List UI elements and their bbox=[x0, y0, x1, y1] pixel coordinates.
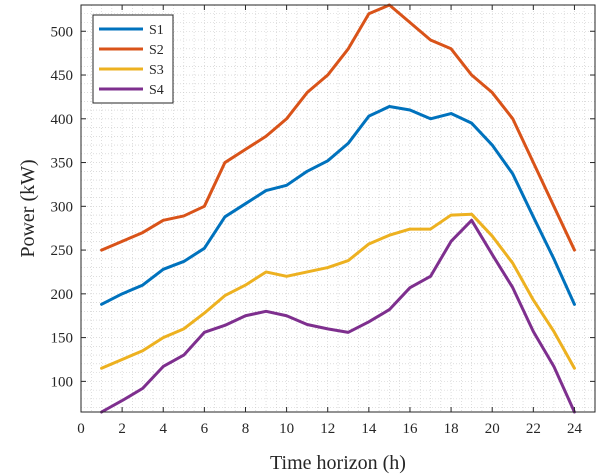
series-line-s3 bbox=[100, 212, 576, 370]
grid bbox=[81, 5, 595, 412]
x-tick-label: 8 bbox=[242, 421, 250, 437]
x-tick-label: 20 bbox=[485, 421, 500, 437]
y-tick-label: 150 bbox=[51, 331, 74, 347]
x-tick-label: 22 bbox=[526, 421, 541, 437]
x-tick-label: 16 bbox=[402, 421, 418, 437]
x-tick-label: 2 bbox=[118, 421, 126, 437]
series-line-s4 bbox=[100, 218, 576, 414]
y-tick-label: 250 bbox=[51, 243, 74, 259]
x-axis-title: Time horizon (h) bbox=[270, 452, 406, 474]
y-tick-label: 100 bbox=[51, 374, 74, 390]
y-tick-label: 400 bbox=[51, 112, 74, 128]
legend-label-s3: S3 bbox=[149, 63, 164, 78]
y-axis-title: Power (kW) bbox=[17, 159, 39, 257]
axis-ticks: 0 2 4 6 8 10 12 14 16 18 20 22 241001502002503003504… bbox=[51, 5, 595, 437]
y-tick-label: 450 bbox=[51, 68, 74, 84]
series-line-s2 bbox=[100, 3, 576, 252]
x-tick-label: 24 bbox=[567, 421, 583, 437]
y-tick-label: 300 bbox=[51, 199, 74, 215]
legend-label-s4: S4 bbox=[149, 83, 164, 98]
x-tick-label: 14 bbox=[361, 421, 377, 437]
y-tick-label: 350 bbox=[51, 156, 74, 172]
legend: S1 S2 S3 S4 bbox=[92, 14, 174, 104]
series-line-s1 bbox=[100, 105, 576, 306]
plot-series bbox=[100, 3, 576, 414]
y-tick-label: 500 bbox=[51, 24, 74, 40]
x-tick-label: 10 bbox=[279, 421, 294, 437]
x-tick-label: 18 bbox=[444, 421, 459, 437]
legend-label-s2: S2 bbox=[149, 43, 164, 58]
y-tick-label: 200 bbox=[51, 287, 74, 303]
x-tick-label: 0 bbox=[77, 421, 85, 437]
x-tick-label: 6 bbox=[201, 421, 209, 437]
x-tick-label: 12 bbox=[320, 421, 335, 437]
legend-label-s1: S1 bbox=[149, 23, 164, 38]
plot-frame bbox=[80, 4, 596, 413]
x-tick-label: 4 bbox=[159, 421, 167, 437]
